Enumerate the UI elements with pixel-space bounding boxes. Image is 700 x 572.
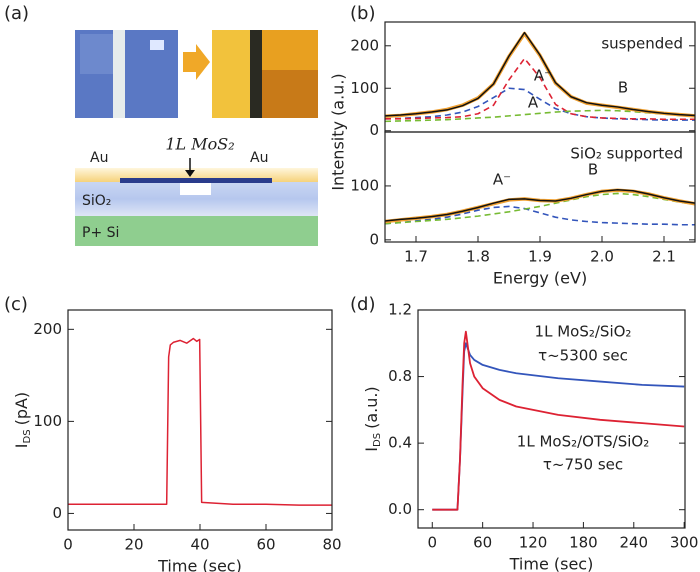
x-axis-label: Time (sec) — [509, 555, 594, 572]
annotation: 1L MoS₂/SiO₂ — [535, 323, 632, 341]
layer-stack — [75, 158, 318, 246]
series-line — [385, 87, 695, 121]
series-line — [68, 337, 332, 506]
panel-label: (c) — [4, 294, 28, 315]
series-line — [385, 205, 695, 226]
panel-label: (a) — [4, 3, 29, 24]
x-tick-label: 1.7 — [404, 248, 428, 266]
y-tick-label: 100 — [350, 176, 379, 194]
mos2-label: 1L MoS₂ — [165, 135, 234, 154]
x-tick-label: 80 — [322, 536, 341, 554]
series-line — [385, 188, 695, 222]
annotation: B — [618, 79, 628, 97]
y-axis-label-part: I — [12, 443, 31, 448]
annotation: suspended — [601, 35, 683, 53]
y-tick-label: 0 — [369, 121, 379, 139]
device-photos — [75, 30, 318, 118]
y-tick-label: 200 — [350, 36, 379, 54]
x-tick-label: 300 — [670, 534, 699, 552]
x-tick-label: 180 — [569, 534, 598, 552]
x-tick-label: 1.9 — [528, 248, 552, 266]
annotation: τ~5300 sec — [538, 347, 628, 365]
x-tick-label: 1.8 — [466, 248, 490, 266]
annotation: τ~750 sec — [543, 456, 623, 474]
y-tick-label: 100 — [350, 79, 379, 97]
x-tick-label: 0 — [63, 536, 73, 554]
y-axis-label: IDS (pA) — [12, 392, 34, 448]
series-line — [432, 330, 685, 511]
layer-label: SiO₂ — [82, 193, 111, 209]
y-axis-label-part: DS — [372, 433, 383, 447]
series-line — [432, 342, 685, 511]
annotation: A — [528, 94, 539, 112]
y-axis-label: Intensity (a.u.) — [329, 73, 348, 190]
annotation: SiO₂ supported — [570, 145, 683, 163]
layer-label: Au — [250, 150, 268, 166]
panel-label: (b) — [350, 3, 375, 24]
series-line — [385, 109, 695, 123]
series-line — [385, 192, 695, 225]
y-tick-label: 0 — [52, 504, 62, 522]
x-axis-label: Time (sec) — [157, 557, 242, 572]
x-tick-label: 60 — [473, 534, 492, 552]
x-tick-label: 0 — [428, 534, 438, 552]
x-axis-label: Energy (eV) — [493, 269, 587, 288]
y-axis-label: IDS (a.u.) — [362, 386, 384, 451]
x-tick-label: 60 — [256, 536, 275, 554]
x-tick-label: 40 — [190, 536, 209, 554]
annotation: A⁻ — [534, 67, 552, 85]
layer-label: Au — [90, 150, 108, 166]
annotation: B — [588, 161, 598, 179]
x-tick-label: 240 — [619, 534, 648, 552]
series-line — [385, 57, 695, 121]
x-tick-label: 2.0 — [590, 248, 614, 266]
annotation: A⁻ — [493, 171, 511, 189]
y-tick-label: 100 — [33, 412, 62, 430]
annotation: 1L MoS₂/OTS/SiO₂ — [517, 433, 649, 451]
y-tick-label: 0.0 — [388, 500, 412, 518]
x-tick-label: 20 — [124, 536, 143, 554]
series-line — [385, 31, 695, 117]
y-tick-label: 0 — [369, 230, 379, 248]
plot-frame — [67, 309, 333, 531]
y-axis-label-part: (pA) — [12, 392, 31, 426]
x-tick-label: 120 — [519, 534, 548, 552]
y-tick-label: 1.2 — [388, 301, 412, 319]
y-axis-label-part: I — [362, 447, 381, 452]
y-axis-label-part: DS — [22, 429, 33, 443]
plot-frame — [384, 131, 696, 243]
y-tick-label: 0.8 — [388, 367, 412, 385]
layer-label: P+ Si — [82, 225, 119, 241]
panel-label: (d) — [350, 294, 375, 315]
plot-frame — [417, 309, 686, 529]
x-tick-label: 2.1 — [652, 248, 676, 266]
y-tick-label: 200 — [33, 320, 62, 338]
y-axis-label-part: (a.u.) — [362, 386, 381, 429]
y-tick-label: 0.4 — [388, 434, 412, 452]
